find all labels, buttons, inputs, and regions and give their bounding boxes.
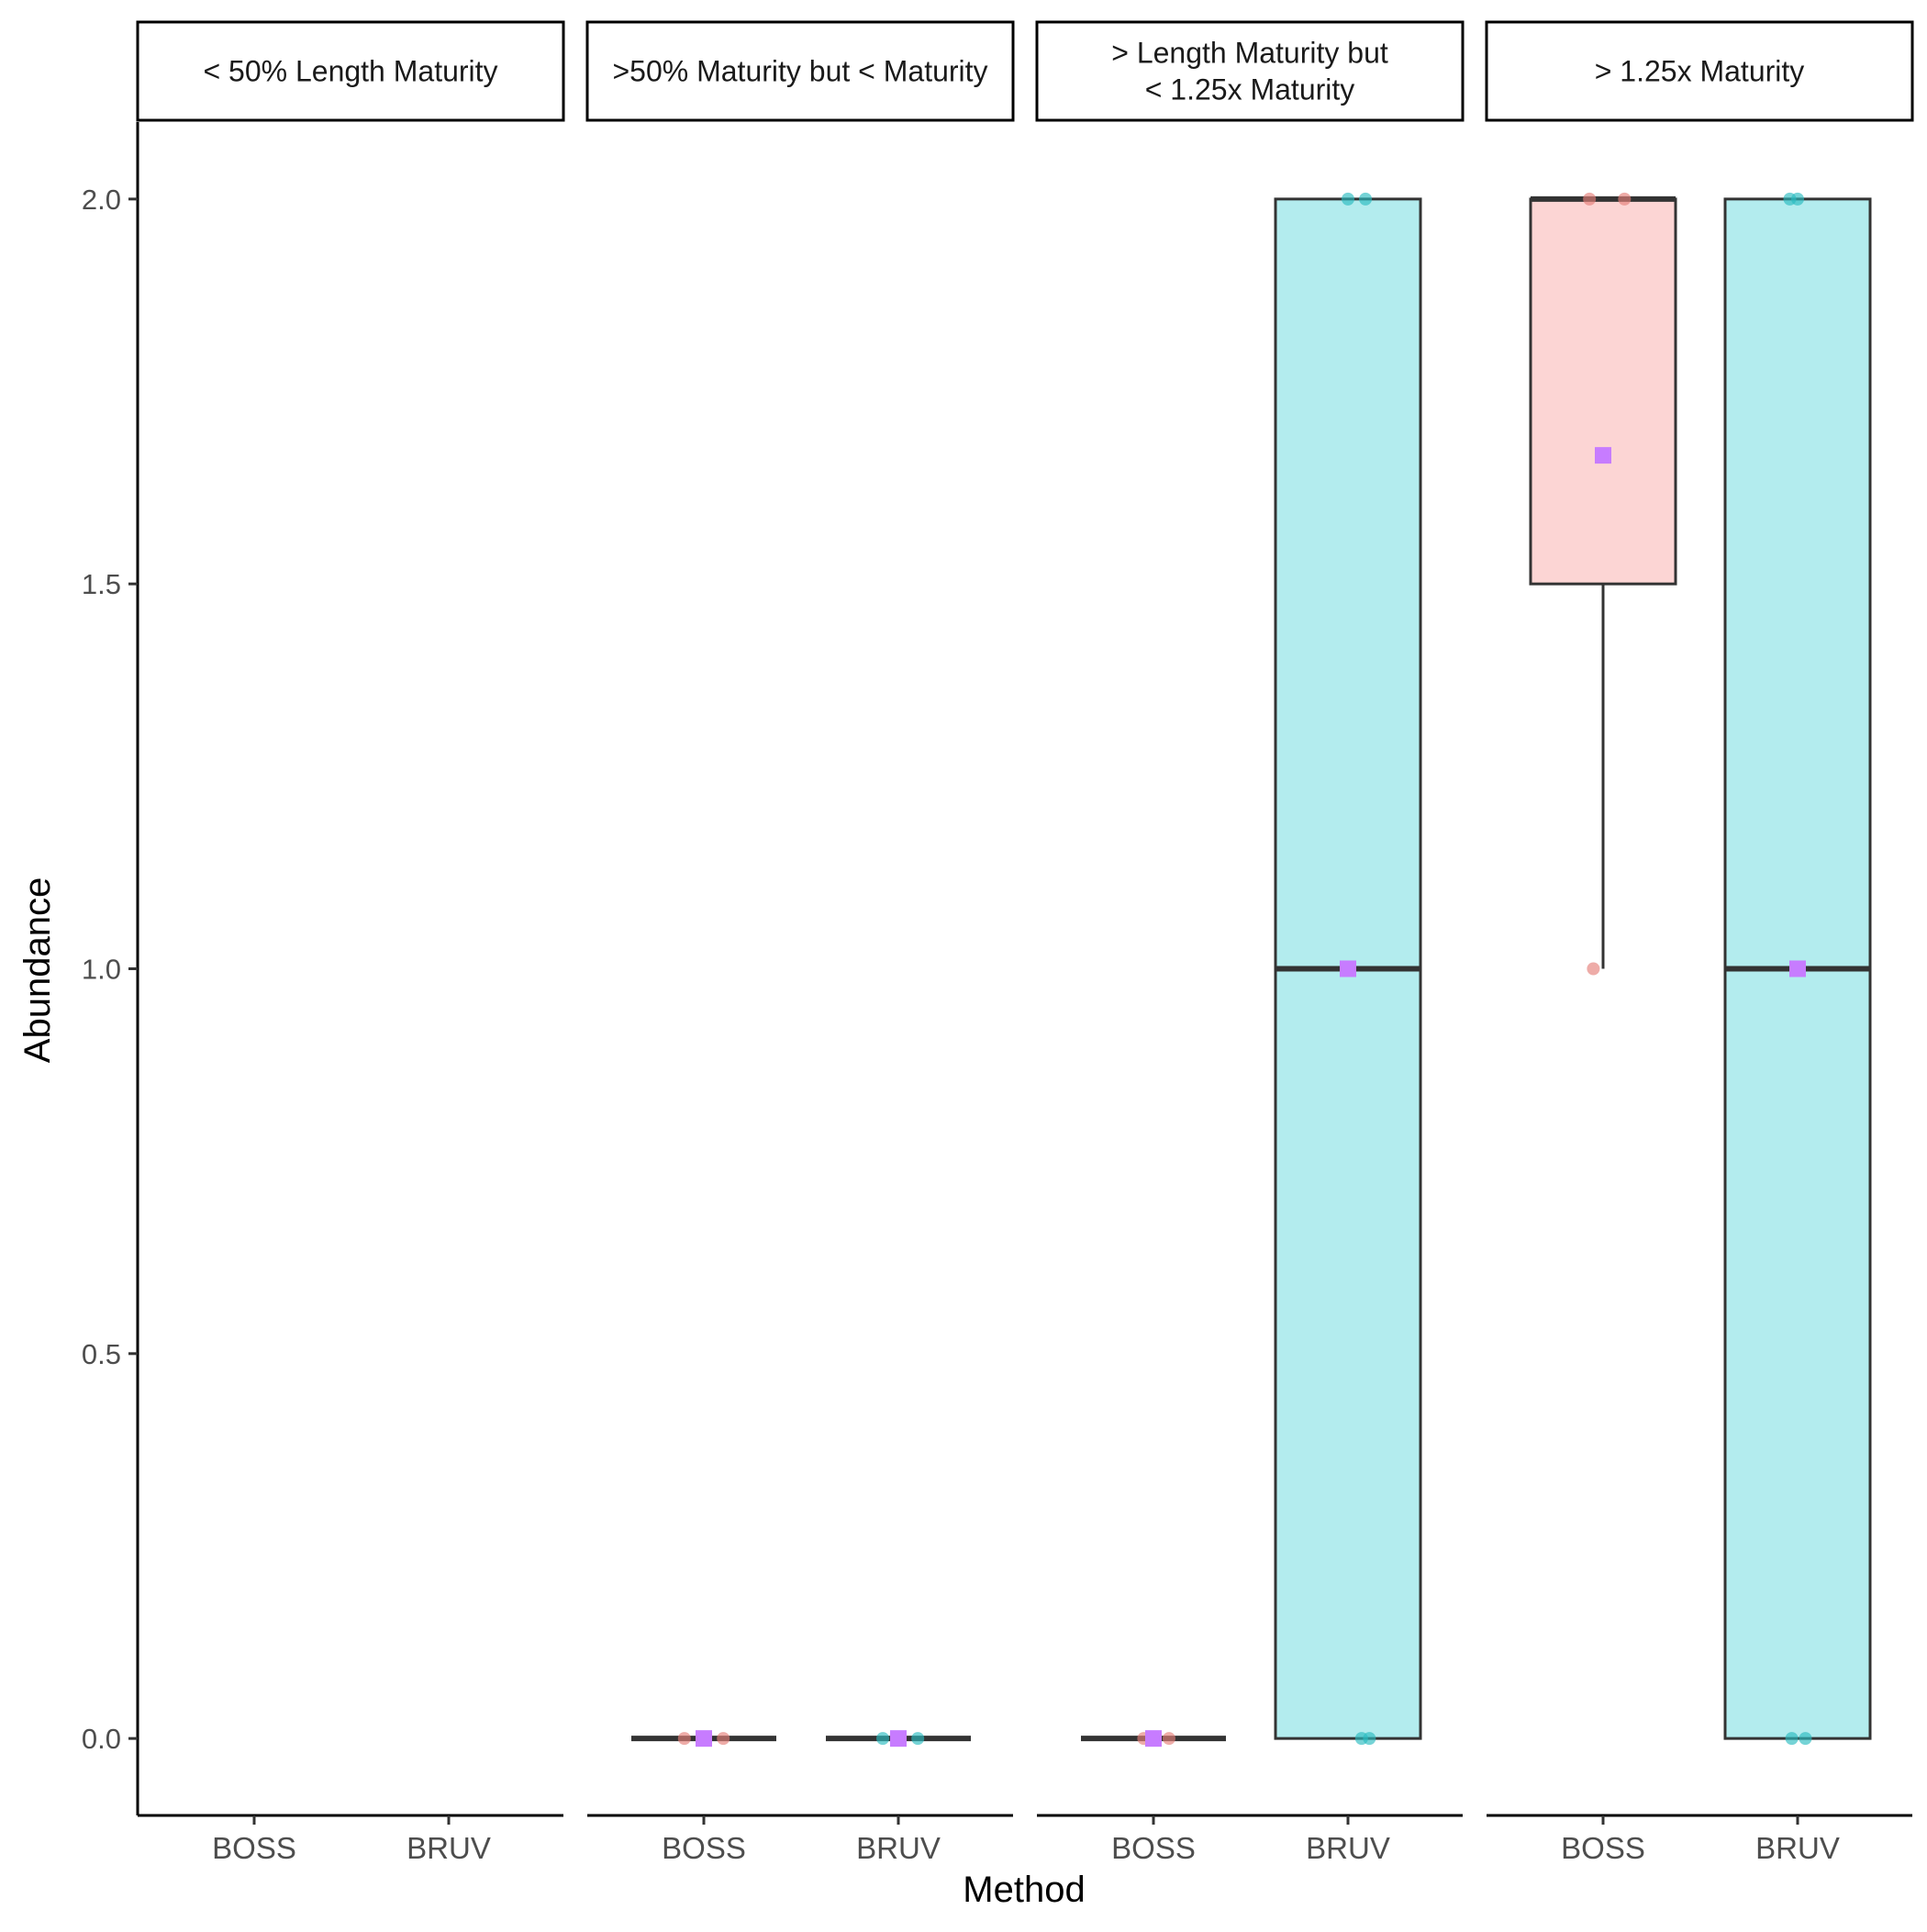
data-point	[1785, 1732, 1799, 1746]
x-tick-label: BRUV	[1755, 1831, 1840, 1865]
x-tick-label: BRUV	[407, 1831, 491, 1865]
data-point	[1583, 192, 1597, 206]
mean-marker	[1789, 960, 1806, 977]
data-point	[911, 1732, 925, 1746]
facet-panel: < 50% Length Maturity BOSS BRUV	[136, 20, 565, 1865]
facet-strip-title: < 1.25x Maturity	[1145, 73, 1355, 106]
y-tick-label: 1.5	[82, 568, 121, 600]
y-tick-label: 2.0	[82, 184, 121, 216]
facet-strip	[585, 20, 1015, 122]
box-group-boss	[1529, 192, 1677, 976]
box-group-bruv	[1274, 192, 1422, 1746]
y-tick-label: 1.0	[82, 954, 121, 986]
x-tick-label: BOSS	[662, 1831, 746, 1865]
data-point	[1791, 192, 1804, 206]
data-point	[1342, 192, 1354, 206]
x-tick-label: BRUV	[1306, 1831, 1390, 1865]
y-tick-label: 0.5	[82, 1338, 121, 1370]
box-group-bruv	[826, 1730, 971, 1748]
y-tick-label: 0.0	[82, 1723, 121, 1755]
mean-marker	[696, 1730, 712, 1748]
facet-strip-title: < 50% Length Maturity	[203, 55, 497, 88]
mean-marker	[1145, 1730, 1162, 1748]
box	[1529, 197, 1677, 586]
facet-strip-title: > Length Maturity but	[1111, 37, 1388, 70]
y-axis: 0.0 0.5 1.0 1.5 2.0	[82, 122, 139, 1815]
data-point	[717, 1732, 730, 1746]
x-axis-label: Method	[963, 1870, 1085, 1910]
data-point	[876, 1732, 890, 1746]
x-tick-label: BOSS	[1111, 1831, 1196, 1865]
box-group-boss	[631, 1730, 776, 1748]
x-tick-label: BRUV	[856, 1831, 941, 1865]
facet-strip	[136, 20, 565, 122]
data-point	[1363, 1732, 1376, 1746]
facet-strip-title: >50% Maturity but < Maturity	[612, 55, 987, 88]
box-group-bruv	[1723, 192, 1872, 1746]
facet-strip	[1035, 20, 1465, 122]
facet-strip	[1485, 20, 1914, 122]
data-point	[1799, 1732, 1812, 1746]
facet-strip-title: > 1.25x Maturity	[1595, 55, 1805, 88]
x-tick-label: BOSS	[1561, 1831, 1645, 1865]
facet-panel: >50% Maturity but < Maturity BOSS BRUV	[585, 20, 1015, 1865]
facet-panel: > 1.25x Maturity BOSS BRUV	[1485, 20, 1914, 1865]
y-axis-label: Abundance	[17, 877, 58, 1063]
data-point	[1618, 192, 1632, 206]
box-group-boss	[1081, 1730, 1226, 1748]
x-tick-label: BOSS	[212, 1831, 296, 1865]
mean-marker	[890, 1730, 907, 1748]
data-point	[1359, 192, 1373, 206]
data-point	[1162, 1732, 1175, 1746]
mean-marker	[1340, 960, 1356, 977]
facet-panel: > Length Maturity but< 1.25x Maturity BOS…	[1035, 20, 1465, 1865]
data-point	[677, 1732, 691, 1746]
mean-marker	[1595, 447, 1611, 464]
data-point	[1587, 962, 1600, 976]
